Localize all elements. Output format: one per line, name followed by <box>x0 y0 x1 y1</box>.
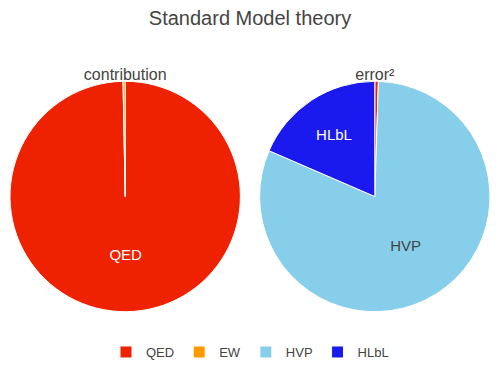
svg-text:HLbL: HLbL <box>358 345 389 360</box>
svg-text:HVP: HVP <box>286 345 313 360</box>
svg-text:HLbL: HLbL <box>316 126 352 143</box>
svg-text:contribution: contribution <box>84 66 167 83</box>
svg-text:error²: error² <box>355 66 395 83</box>
svg-text:HVP: HVP <box>390 237 421 254</box>
svg-text:Standard Model theory: Standard Model theory <box>149 7 351 29</box>
svg-text:QED: QED <box>146 345 174 360</box>
svg-text:QED: QED <box>109 246 142 263</box>
svg-text:EW: EW <box>219 345 241 360</box>
